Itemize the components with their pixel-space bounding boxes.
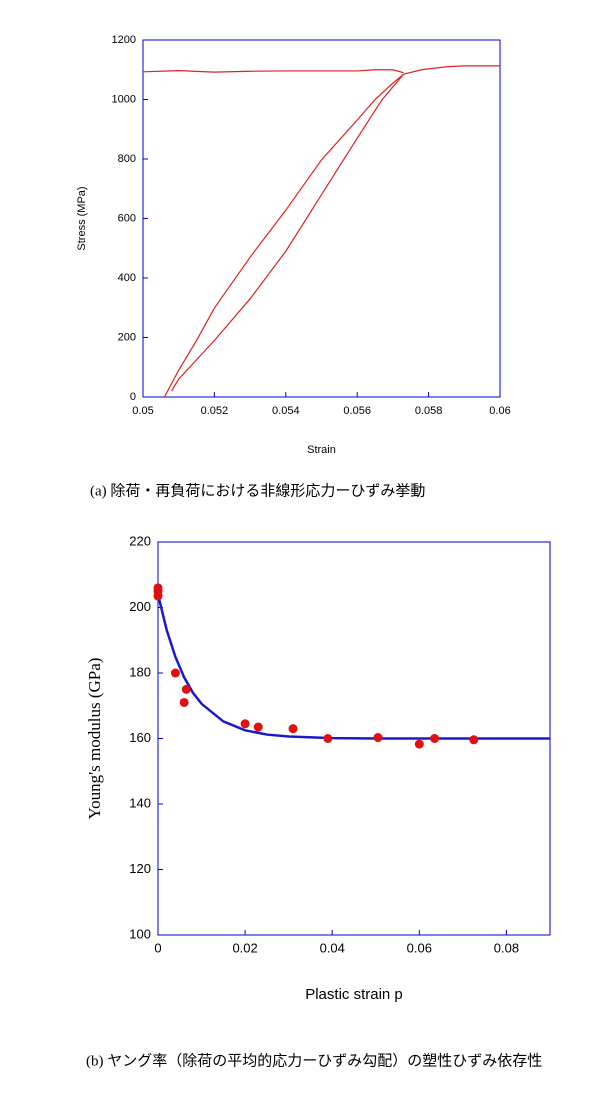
data-point [469, 735, 479, 745]
y-tick-label: 220 [129, 533, 151, 548]
y-tick-label: 120 [129, 861, 151, 876]
y-tick-label: 400 [118, 272, 136, 284]
data-line [163, 73, 404, 398]
x-tick-label: 0.02 [232, 940, 257, 955]
y-tick-label: 160 [129, 730, 151, 745]
y-tick-label: 200 [118, 331, 136, 343]
caption: (a) 除荷・再負荷における非線形応力ーひずみ挙動 [90, 482, 425, 499]
x-tick-label: 0.054 [272, 405, 300, 417]
data-line [403, 65, 500, 75]
data-point [181, 684, 191, 694]
x-tick-label: 0.04 [320, 940, 345, 955]
x-tick-label: 0.058 [415, 405, 443, 417]
y-tick-label: 0 [130, 391, 136, 403]
y-tick-label: 1000 [112, 93, 136, 105]
data-point [240, 719, 250, 729]
y-tick-label: 100 [129, 926, 151, 941]
data-line [156, 594, 550, 740]
x-axis-label: Plastic strain p [305, 986, 403, 1003]
caption: (b) ヤング率（除荷の平均的応力ーひずみ勾配）の塑性ひずみ依存性 [86, 1052, 542, 1069]
data-line [171, 73, 405, 392]
data-line [142, 69, 404, 74]
x-tick-label: 0.056 [343, 405, 371, 417]
plot-frame [142, 39, 501, 398]
x-tick-label: 0 [154, 940, 161, 955]
y-tick-label: 600 [118, 212, 136, 224]
data-point [373, 733, 383, 743]
data-point [288, 724, 298, 734]
x-tick-label: 0.08 [494, 940, 519, 955]
y-tick-label: 1200 [112, 34, 136, 46]
data-point [179, 697, 189, 707]
data-point [323, 734, 333, 743]
data-point [414, 739, 424, 749]
data-point [153, 591, 163, 601]
x-tick-label: 0.06 [489, 405, 510, 417]
y-axis-label: Stress (MPa) [76, 186, 88, 250]
x-tick-label: 0.06 [407, 940, 432, 955]
data-point [430, 734, 440, 743]
y-axis-label: Young's modulus (GPa) [85, 658, 104, 820]
y-tick-label: 200 [129, 599, 151, 614]
data-point [253, 722, 263, 732]
y-tick-label: 180 [129, 664, 151, 679]
y-tick-label: 800 [118, 153, 136, 165]
x-tick-label: 0.052 [201, 405, 229, 417]
y-tick-label: 140 [129, 795, 151, 810]
data-point [170, 668, 180, 678]
x-axis-label: Strain [307, 444, 336, 456]
x-tick-label: 0.05 [132, 405, 153, 417]
